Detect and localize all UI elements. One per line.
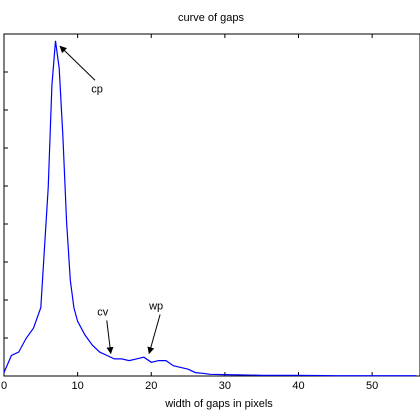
cv-annotation-label: cv bbox=[97, 306, 109, 318]
x-tick-label: 10 bbox=[72, 380, 84, 392]
x-tick-label: 50 bbox=[366, 380, 378, 392]
cp-annotation-arrow bbox=[59, 45, 96, 81]
x-axis-label: width of gaps in pixels bbox=[164, 398, 273, 410]
series-line bbox=[3, 40, 417, 377]
wp-annotation-label: wp bbox=[148, 300, 163, 312]
annotations: cp cv wp bbox=[59, 45, 163, 355]
plot-area bbox=[3, 33, 420, 377]
y-ticks bbox=[4, 33, 8, 377]
x-ticks: 0 10 20 30 40 50 bbox=[1, 34, 378, 392]
cv-annotation-arrow bbox=[106, 320, 114, 355]
x-tick-label: 30 bbox=[219, 380, 231, 392]
cp-annotation-label: cp bbox=[91, 83, 103, 95]
wp-annotation-arrow bbox=[147, 314, 161, 355]
x-tick-label: 20 bbox=[145, 380, 157, 392]
chart-title: curve of gaps bbox=[178, 12, 245, 24]
x-tick-label: 40 bbox=[292, 380, 304, 392]
x-tick-label: 0 bbox=[1, 380, 7, 392]
